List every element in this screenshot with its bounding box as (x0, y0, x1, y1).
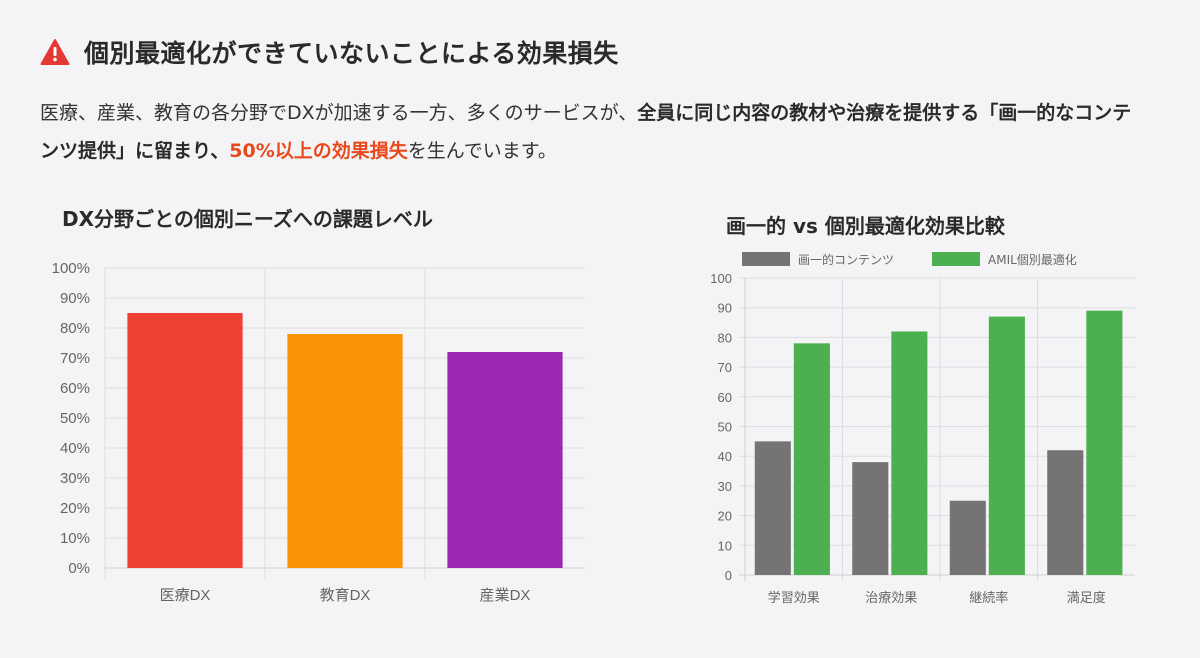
chart1-title: DX分野ごとの個別ニーズへの課題レベル (62, 207, 433, 231)
y-tick-label: 0 (725, 568, 732, 583)
y-tick-label: 90 (718, 301, 732, 316)
y-tick-label: 30 (718, 479, 732, 494)
legend-label: AMIL個別最適化 (988, 252, 1077, 267)
legend-swatch (932, 252, 980, 266)
description-tail: を生んでいます。 (407, 140, 557, 162)
bar (793, 343, 830, 575)
description-emphasis: 全員に同じ内容の教材や治療を提供する「画一的なコンテンツ提供」に留まり、 (40, 102, 1132, 162)
bar (852, 462, 889, 575)
x-tick-label: 教育DX (320, 587, 371, 604)
warning-icon (40, 39, 70, 65)
x-tick-label: 継続率 (969, 590, 1008, 605)
y-tick-label: 50 (718, 420, 732, 435)
y-tick-label: 70% (60, 350, 90, 367)
x-tick-label: 医療DX (160, 587, 211, 604)
chart2-title: 画一的 vs 個別最適化効果比較 (726, 214, 1005, 238)
y-tick-label: 20 (718, 509, 732, 524)
y-tick-label: 100 (710, 271, 732, 286)
bar (891, 331, 928, 575)
bar (1086, 310, 1123, 575)
legend-swatch (742, 252, 790, 266)
y-tick-label: 10 (718, 538, 732, 553)
section-heading: 個別最適化ができていないことによる効果損失 (40, 34, 619, 70)
y-tick-label: 90% (60, 290, 90, 307)
x-tick-label: 治療効果 (865, 590, 917, 605)
bar (949, 500, 986, 575)
needs-level-chart: 0% 10% 20% 30% 40% 50% 60% 70% 80% 90% 100% 医療DX 教育D… (52, 260, 585, 604)
bar (988, 316, 1025, 575)
bar (447, 352, 563, 568)
bar (287, 334, 403, 568)
y-tick-label: 0% (68, 560, 90, 577)
x-tick-label: 産業DX (480, 587, 531, 604)
y-tick-label: 60% (60, 380, 90, 397)
y-tick-label: 80% (60, 320, 90, 337)
bar (1047, 450, 1084, 575)
x-tick-label: 満足度 (1067, 590, 1106, 605)
description-paragraph: 医療、産業、教育の各分野でDXが加速する一方、多くのサービスが、全員に同じ内容の… (40, 94, 1150, 170)
legend-label: 画一的コンテンツ (798, 252, 894, 267)
y-tick-label: 10% (60, 530, 90, 547)
y-tick-label: 40 (718, 449, 732, 464)
x-tick-label: 学習効果 (768, 590, 820, 605)
y-tick-label: 20% (60, 500, 90, 517)
bar (127, 313, 243, 568)
page-title: 個別最適化ができていないことによる効果損失 (84, 39, 619, 68)
y-tick-label: 40% (60, 440, 90, 457)
y-tick-label: 100% (52, 260, 90, 277)
y-tick-label: 80 (718, 330, 732, 345)
y-tick-label: 70 (718, 360, 732, 375)
y-tick-label: 30% (60, 470, 90, 487)
y-tick-label: 60 (718, 390, 732, 405)
comparison-chart: 画一的コンテンツ AMIL個別最適化 0 10 20 30 40 50 60 70 80 90 100 学… (710, 252, 1135, 605)
description-highlight: 50%以上の効果損失 (229, 140, 408, 162)
bar (754, 441, 791, 575)
y-tick-label: 50% (60, 410, 90, 427)
description-text: 医療、産業、教育の各分野でDXが加速する一方、多くのサービスが、 (40, 102, 638, 124)
